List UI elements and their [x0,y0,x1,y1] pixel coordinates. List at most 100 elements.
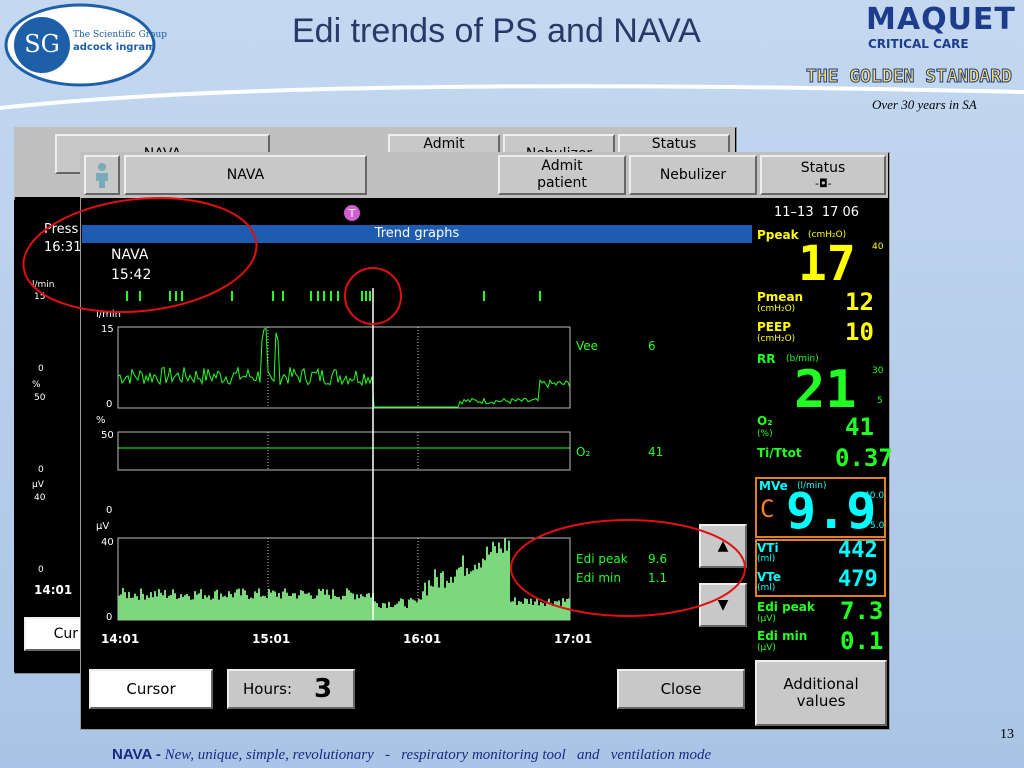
edi-bar [224,595,226,620]
edi-bar [460,566,462,620]
edi-bar [190,599,192,620]
edi-bar [192,599,194,620]
edi-bar [332,589,334,620]
edi-bar [294,593,296,620]
edi-bar [296,598,298,620]
edi-bar [346,588,348,620]
edi-bar [268,588,270,620]
param-label: RR [757,352,776,366]
edi-bar [140,588,142,620]
scroll-up[interactable]: ▲ [699,524,747,568]
edi-bar [218,599,220,620]
edi-bar [482,558,484,620]
edi-bar [524,598,526,620]
axis-label: 40 [34,493,46,503]
plot-frame [117,326,571,409]
cursor-button[interactable]: Cursor [89,669,213,709]
edi-bar [248,598,250,620]
edi-bar [320,590,322,620]
edi-bar [380,607,382,620]
edi-bar [392,607,394,620]
edi-bar [394,604,396,620]
edi-bar [412,599,414,620]
edi-bar [352,593,354,620]
footer-lead: NAVA - [112,746,161,763]
param-unit: (µV) [757,614,776,624]
edi-bar [420,599,422,620]
edi-bar [466,568,468,620]
edi-bar [396,603,398,620]
param-label: Ppeak [757,228,799,242]
edi-bar [244,590,246,620]
param-value: 0.37 [835,444,893,472]
edi-bar [476,569,478,620]
edi-bar [184,595,186,620]
toolbar-button[interactable]: Status [760,155,886,195]
edi-bar [318,588,320,620]
edi-bar [540,602,542,620]
edi-bar [250,597,252,620]
edi-bar [156,596,158,620]
edi-bar [330,598,332,620]
footer-text: New, unique, simple, revolutionary - res… [164,747,712,763]
edi-bar [176,598,178,620]
axis-label: 50 [101,430,114,441]
edi-bar [158,589,160,620]
edi-bar [530,598,532,620]
edi-bar [194,591,196,620]
edi-bar [418,598,420,620]
axis-unit: l/min [96,309,122,320]
edi-bar [212,598,214,620]
tagline: THE GOLDEN STANDARD [806,66,1013,88]
edi-bar [444,587,446,620]
edi-bar [338,597,340,620]
param-value: 479 [838,567,878,592]
patient-icon[interactable] [84,155,120,195]
edi-bar [146,595,148,620]
param-value: 442 [838,538,878,563]
toolbar-button[interactable]: Nebulizer [629,155,757,195]
edi-bar [402,599,404,620]
edi-bar [264,596,266,620]
edi-bar [464,575,466,620]
axis-label: 0 [38,465,44,475]
logo-text: The Scientific Group [73,30,168,40]
edi-bar [290,595,292,620]
edi-bar [120,594,122,620]
edi-bar [388,601,390,620]
svg-text:T: T [348,207,356,220]
param-unit: (l/min) [797,481,827,491]
axis-unit: % [96,415,106,426]
scroll-down[interactable]: ▼ [699,583,747,627]
param-value: 41 [845,413,874,441]
param-value: 10 [845,318,874,346]
back-start-time: 14:01 [34,583,73,597]
edi-bar [358,598,360,620]
edi-bar [186,593,188,620]
close-button[interactable]: Close [617,669,745,709]
hours-button[interactable]: Hours: 3 [227,669,355,709]
additional-button[interactable]: Additional values [755,660,887,726]
edi-bar [440,572,442,620]
edi-bar [236,589,238,620]
toolbar-button[interactable]: Admit patient [498,155,626,195]
axis-label: 40 [101,537,114,548]
param-label: Edi peak [757,600,815,614]
status-icon: -◘- [815,177,832,190]
mode-button[interactable]: NAVA [124,155,367,195]
edi-bar [564,601,566,620]
axis-label: 50 [34,393,46,403]
edi-bar [240,595,242,620]
edi-bar [150,592,152,620]
edi-bar [208,595,210,620]
edi-bar [384,603,386,620]
edi-bar [428,580,430,620]
edi-bar [404,606,406,620]
readout-label: Vee [576,339,599,353]
axis-label: 0 [106,399,113,410]
edi-bar [362,596,364,620]
edi-bar [222,596,224,620]
edi-bar [488,554,490,620]
edi-bar [266,598,268,620]
edi-bar [556,601,558,620]
